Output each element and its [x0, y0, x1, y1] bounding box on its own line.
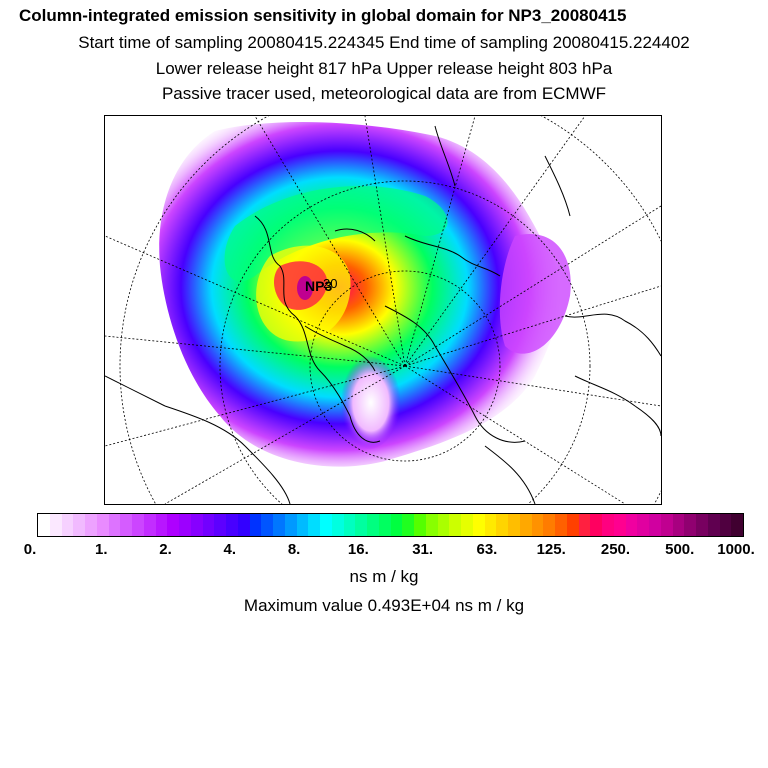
colorbar-segment	[343, 514, 356, 536]
colorbar-tick-label: 500.	[665, 541, 695, 558]
colorbar-segment	[284, 514, 297, 536]
colorbar-segment	[731, 514, 743, 536]
plume-outer	[159, 121, 561, 467]
colorbar-segment	[660, 514, 673, 536]
colorbar-segment	[508, 514, 520, 536]
colorbar-segment	[414, 514, 426, 536]
plume-low-zone	[340, 355, 401, 450]
colorbar-segment	[461, 514, 473, 536]
colorbar-segment	[625, 514, 638, 536]
colorbar-segment	[38, 514, 50, 536]
release-heights: Lower release height 817 hPa Upper relea…	[155, 59, 613, 78]
emission-sensitivity-map: NP3 20	[104, 115, 662, 505]
colorbar-segment	[179, 514, 191, 536]
colorbar-segment	[320, 514, 332, 536]
colorbar-segment	[566, 514, 579, 536]
colorbar-segment	[73, 514, 85, 536]
colorbar-tick-label: 1000.	[717, 541, 755, 558]
colorbar-segment	[425, 514, 438, 536]
colorbar-segment	[167, 514, 179, 536]
colorbar-segment	[672, 514, 685, 536]
colorbar-segment	[155, 514, 168, 536]
colorbar-segment	[684, 514, 696, 536]
coastlines	[105, 125, 661, 504]
colorbar-segment	[578, 514, 591, 536]
colorbar-segment	[402, 514, 414, 536]
colorbar-segment	[273, 514, 285, 536]
colorbar-segment	[202, 514, 215, 536]
colorbar-segment	[249, 514, 262, 536]
colorbar-segment	[355, 514, 367, 536]
colorbar-segment	[85, 514, 97, 536]
colorbar-segment	[437, 514, 450, 536]
colorbar-segment	[108, 514, 121, 536]
colorbar-segment	[519, 514, 532, 536]
colorbar-segment	[308, 514, 320, 536]
colorbar-segment	[96, 514, 109, 536]
colorbar-segment	[367, 514, 379, 536]
colorbar-tick-label: 8.	[287, 541, 301, 558]
colorbar-tick-label: 0.	[23, 541, 37, 558]
colorbar-segment	[61, 514, 74, 536]
colorbar-segment	[449, 514, 461, 536]
colorbar-segment	[637, 514, 649, 536]
colorbar-unit: ns m / kg	[349, 567, 419, 586]
colorbar-segment	[120, 514, 132, 536]
colorbar-tick-label: 1.	[95, 541, 108, 558]
colorbar-tick-label: 4.	[223, 541, 237, 558]
colorbar-segment	[331, 514, 344, 536]
colorbar-tick-labels: 0. 1. 2. 4. 8. 16. 31. 63. 125. 250. 500. 1000.	[0, 541, 768, 561]
colorbar-segment	[49, 514, 62, 536]
release-label-20: 20	[323, 276, 337, 291]
colorbar-segment	[296, 514, 309, 536]
colorbar-segment	[531, 514, 544, 536]
colorbar-segment	[484, 514, 497, 536]
colorbar-tick-label: 31.	[412, 541, 434, 558]
colorbar-segment	[719, 514, 732, 536]
colorbar-segment	[226, 514, 238, 536]
colorbar-segment	[602, 514, 614, 536]
colorbar-segment	[378, 514, 391, 536]
colorbar-segment	[696, 514, 708, 536]
release-label-np3: NP3	[305, 278, 332, 294]
colorbar-segment	[143, 514, 156, 536]
colorbar-tick-label: 16.	[347, 541, 369, 558]
colorbar-segment	[496, 514, 508, 536]
colorbar-tick-label: 2.	[159, 541, 172, 558]
sampling-times: Start time of sampling 20080415.224345 E…	[78, 33, 690, 52]
colorbar-segment	[132, 514, 144, 536]
maximum-value: Maximum value 0.493E+04 ns m / kg	[243, 596, 525, 615]
colorbar-segment	[237, 514, 250, 536]
figure-title: Column-integrated emission sensitivity i…	[19, 6, 627, 25]
colorbar-segment	[613, 514, 626, 536]
colorbar-segment	[707, 514, 720, 536]
colorbar-tick-label: 63.	[476, 541, 498, 558]
colorbar-segment	[214, 514, 226, 536]
colorbar-segment	[190, 514, 203, 536]
colorbar	[37, 513, 744, 537]
colorbar-segment	[649, 514, 661, 536]
tracer-info: Passive tracer used, meteorological data…	[161, 84, 607, 103]
colorbar-tick-label: 125.	[536, 541, 566, 558]
map-canvas: NP3 20	[105, 116, 661, 504]
colorbar-segment	[261, 514, 273, 536]
plume-east-lobe	[499, 234, 571, 354]
colorbar-segment	[472, 514, 485, 536]
colorbar-segment	[390, 514, 403, 536]
colorbar-segment	[543, 514, 555, 536]
colorbar-segment	[590, 514, 602, 536]
colorbar-segment	[555, 514, 567, 536]
colorbar-tick-label: 250.	[600, 541, 631, 558]
graticule	[105, 116, 661, 504]
plume-max-spot	[297, 276, 313, 300]
